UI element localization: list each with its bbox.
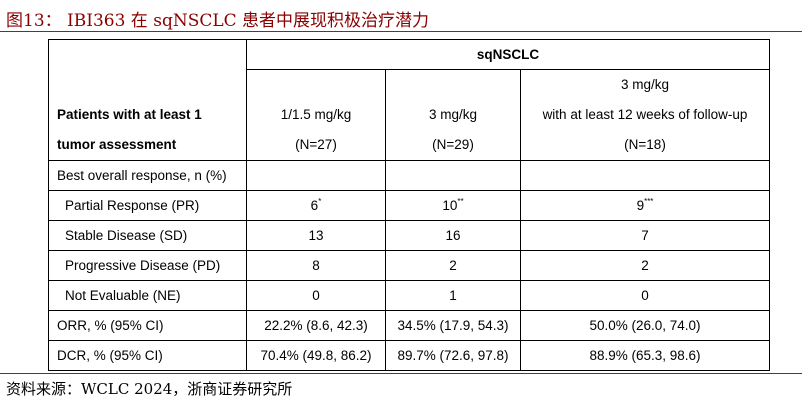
table-cell: 1	[385, 280, 521, 311]
figure-title: 图13： IBI363 在 sqNSCLC 患者中展现积极治疗潜力	[6, 11, 430, 31]
table-cell: 9***	[520, 190, 770, 221]
top-divider	[0, 31, 802, 32]
group-header-sqnsclc: sqNSCLC	[246, 39, 770, 70]
table-cell: 89.7% (72.6, 97.8)	[385, 340, 521, 371]
table-cell: 6*	[246, 190, 386, 221]
table-cell: 22.2% (8.6, 42.3)	[246, 310, 386, 341]
source-note: 资料来源：WCLC 2024，浙商证券研究所	[6, 380, 293, 398]
table-row: Stable Disease (SD) 13 16 7	[48, 220, 770, 251]
table-cell: 2	[520, 250, 770, 281]
table-row: ORR, % (95% CI) 22.2% (8.6, 42.3) 34.5% …	[48, 310, 770, 341]
table-row: Partial Response (PR) 6* 10** 9***	[48, 190, 770, 221]
table-row: Progressive Disease (PD) 8 2 2	[48, 250, 770, 281]
row-header-line-1: Patients with at least 1	[57, 107, 202, 122]
row-label: Progressive Disease (PD)	[48, 250, 247, 281]
results-table: Patients with at least 1 tumor assessmen…	[48, 39, 770, 371]
section-label: Best overall response, n (%)	[48, 160, 247, 191]
bottom-divider	[0, 373, 802, 374]
table-cell: 34.5% (17.9, 54.3)	[385, 310, 521, 341]
table-cell: 10**	[385, 190, 521, 221]
table-row: DCR, % (95% CI) 70.4% (49.8, 86.2) 89.7%…	[48, 340, 770, 371]
row-label: Partial Response (PR)	[48, 190, 247, 221]
table-cell: 0	[246, 280, 386, 311]
row-label: DCR, % (95% CI)	[48, 340, 247, 371]
table-cell: 16	[385, 220, 521, 251]
row-label: Not Evaluable (NE)	[48, 280, 247, 311]
column-header-dose-3: 3 mg/kg with at least 12 weeks of follow…	[520, 69, 770, 161]
row-header-cell: Patients with at least 1 tumor assessmen…	[48, 39, 247, 161]
table-cell: 2	[385, 250, 521, 281]
section-row: Best overall response, n (%)	[48, 160, 770, 191]
group-header-row: Patients with at least 1 tumor assessmen…	[48, 39, 770, 161]
row-header-line-2: tumor assessment	[57, 137, 177, 152]
table-cell: 88.9% (65.3, 98.6)	[520, 340, 770, 371]
column-header-dose-1: 1/1.5 mg/kg (N=27)	[246, 69, 386, 161]
table-cell: 50.0% (26.0, 74.0)	[520, 310, 770, 341]
table-row: Not Evaluable (NE) 0 1 0	[48, 280, 770, 311]
column-header-dose-2: 3 mg/kg (N=29)	[385, 69, 521, 161]
table-cell: 13	[246, 220, 386, 251]
table-cell: 70.4% (49.8, 86.2)	[246, 340, 386, 371]
row-label: Stable Disease (SD)	[48, 220, 247, 251]
table-cell: 7	[520, 220, 770, 251]
row-label: ORR, % (95% CI)	[48, 310, 247, 341]
table-cell: 0	[520, 280, 770, 311]
table-cell: 8	[246, 250, 386, 281]
column-header-row: 1/1.5 mg/kg (N=27) 3 mg/kg (N=29) 3 mg/k…	[49, 69, 770, 161]
